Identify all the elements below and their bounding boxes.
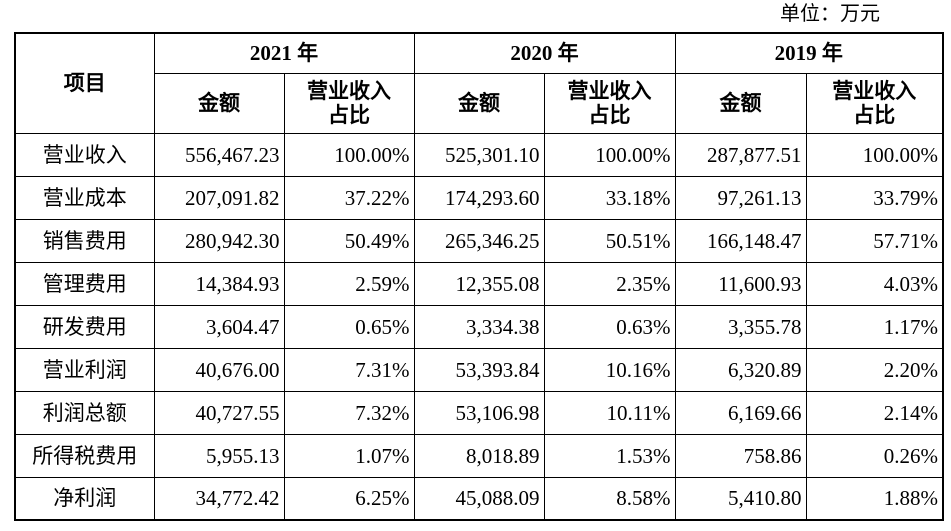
header-ratio: 营业收入 占比 [543,72,676,134]
cell-ratio: 1.17% [805,304,944,349]
cell-amount: 3,604.47 [153,304,285,349]
row-label: 营业成本 [14,175,155,220]
cell-ratio: 2.59% [283,261,415,306]
cell-amount: 3,355.78 [674,304,807,349]
cell-ratio: 50.49% [283,218,415,263]
cell-ratio: 33.18% [543,175,676,220]
row-label: 管理费用 [14,261,155,306]
table-row: 利润总额 40,727.55 7.32% 53,106.98 10.11% 6,… [14,390,944,435]
cell-amount: 265,346.25 [413,218,545,263]
cell-amount: 287,877.51 [674,132,807,177]
row-label: 营业收入 [14,132,155,177]
table-row: 营业利润 40,676.00 7.31% 53,393.84 10.16% 6,… [14,347,944,392]
cell-ratio: 100.00% [283,132,415,177]
cell-ratio: 100.00% [543,132,676,177]
cell-ratio: 0.26% [805,433,944,478]
row-label: 销售费用 [14,218,155,263]
header-year-2020: 2020 年 [413,32,676,74]
cell-amount: 53,393.84 [413,347,545,392]
row-label: 研发费用 [14,304,155,349]
header-year-2019: 2019 年 [674,32,944,74]
cell-ratio: 50.51% [543,218,676,263]
row-label: 净利润 [14,476,155,521]
header-ratio: 营业收入 占比 [283,72,415,134]
cell-ratio: 100.00% [805,132,944,177]
cell-amount: 174,293.60 [413,175,545,220]
cell-ratio: 0.65% [283,304,415,349]
cell-amount: 97,261.13 [674,175,807,220]
header-amount: 金额 [153,72,285,134]
cell-ratio: 2.35% [543,261,676,306]
cell-amount: 3,334.38 [413,304,545,349]
cell-ratio: 0.63% [543,304,676,349]
cell-amount: 166,148.47 [674,218,807,263]
cell-amount: 207,091.82 [153,175,285,220]
header-row-subcolumns: 金额 营业收入 占比 金额 营业收入 占比 金额 营业收入 占比 [15,72,944,134]
header-item: 项目 [14,32,155,134]
cell-amount: 53,106.98 [413,390,545,435]
table-row: 销售费用 280,942.30 50.49% 265,346.25 50.51%… [14,218,944,263]
cell-amount: 40,676.00 [153,347,285,392]
cell-ratio: 10.16% [543,347,676,392]
cell-amount: 8,018.89 [413,433,545,478]
cell-amount: 40,727.55 [153,390,285,435]
cell-amount: 12,355.08 [413,261,545,306]
cell-ratio: 37.22% [283,175,415,220]
row-label: 所得税费用 [14,433,155,478]
header-ratio: 营业收入 占比 [805,72,944,134]
cell-ratio: 7.32% [283,390,415,435]
cell-amount: 11,600.93 [674,261,807,306]
cell-amount: 34,772.42 [153,476,285,521]
table-row: 管理费用 14,384.93 2.59% 12,355.08 2.35% 11,… [14,261,944,306]
cell-ratio: 8.58% [543,476,676,521]
cell-ratio: 7.31% [283,347,415,392]
header-amount: 金额 [413,72,545,134]
table-row: 营业收入 556,467.23 100.00% 525,301.10 100.0… [14,132,944,177]
financial-table: 项目 2021 年 2020 年 2019 年 金额 营业收入 占比 金额 营业收… [14,32,944,521]
header-year-2021: 2021 年 [153,32,415,74]
cell-ratio: 33.79% [805,175,944,220]
cell-ratio: 2.14% [805,390,944,435]
table-row: 营业成本 207,091.82 37.22% 174,293.60 33.18%… [14,175,944,220]
cell-amount: 525,301.10 [413,132,545,177]
cell-ratio: 6.25% [283,476,415,521]
cell-ratio: 4.03% [805,261,944,306]
cell-amount: 758.86 [674,433,807,478]
cell-amount: 6,169.66 [674,390,807,435]
cell-amount: 6,320.89 [674,347,807,392]
table-row: 所得税费用 5,955.13 1.07% 8,018.89 1.53% 758.… [14,433,944,478]
header-row-years: 项目 2021 年 2020 年 2019 年 [14,32,944,134]
cell-ratio: 10.11% [543,390,676,435]
table-row: 研发费用 3,604.47 0.65% 3,334.38 0.63% 3,355… [14,304,944,349]
unit-label: 单位：万元 [780,3,880,25]
cell-amount: 45,088.09 [413,476,545,521]
row-label: 营业利润 [14,347,155,392]
cell-ratio: 57.71% [805,218,944,263]
cell-amount: 5,955.13 [153,433,285,478]
cell-amount: 14,384.93 [153,261,285,306]
cell-ratio: 1.07% [283,433,415,478]
cell-amount: 280,942.30 [153,218,285,263]
cell-ratio: 1.53% [543,433,676,478]
cell-amount: 5,410.80 [674,476,807,521]
cell-amount: 556,467.23 [153,132,285,177]
row-label: 利润总额 [14,390,155,435]
table-row: 净利润 34,772.42 6.25% 45,088.09 8.58% 5,41… [14,476,944,521]
header-amount: 金额 [674,72,807,134]
cell-ratio: 1.88% [805,476,944,521]
cell-ratio: 2.20% [805,347,944,392]
